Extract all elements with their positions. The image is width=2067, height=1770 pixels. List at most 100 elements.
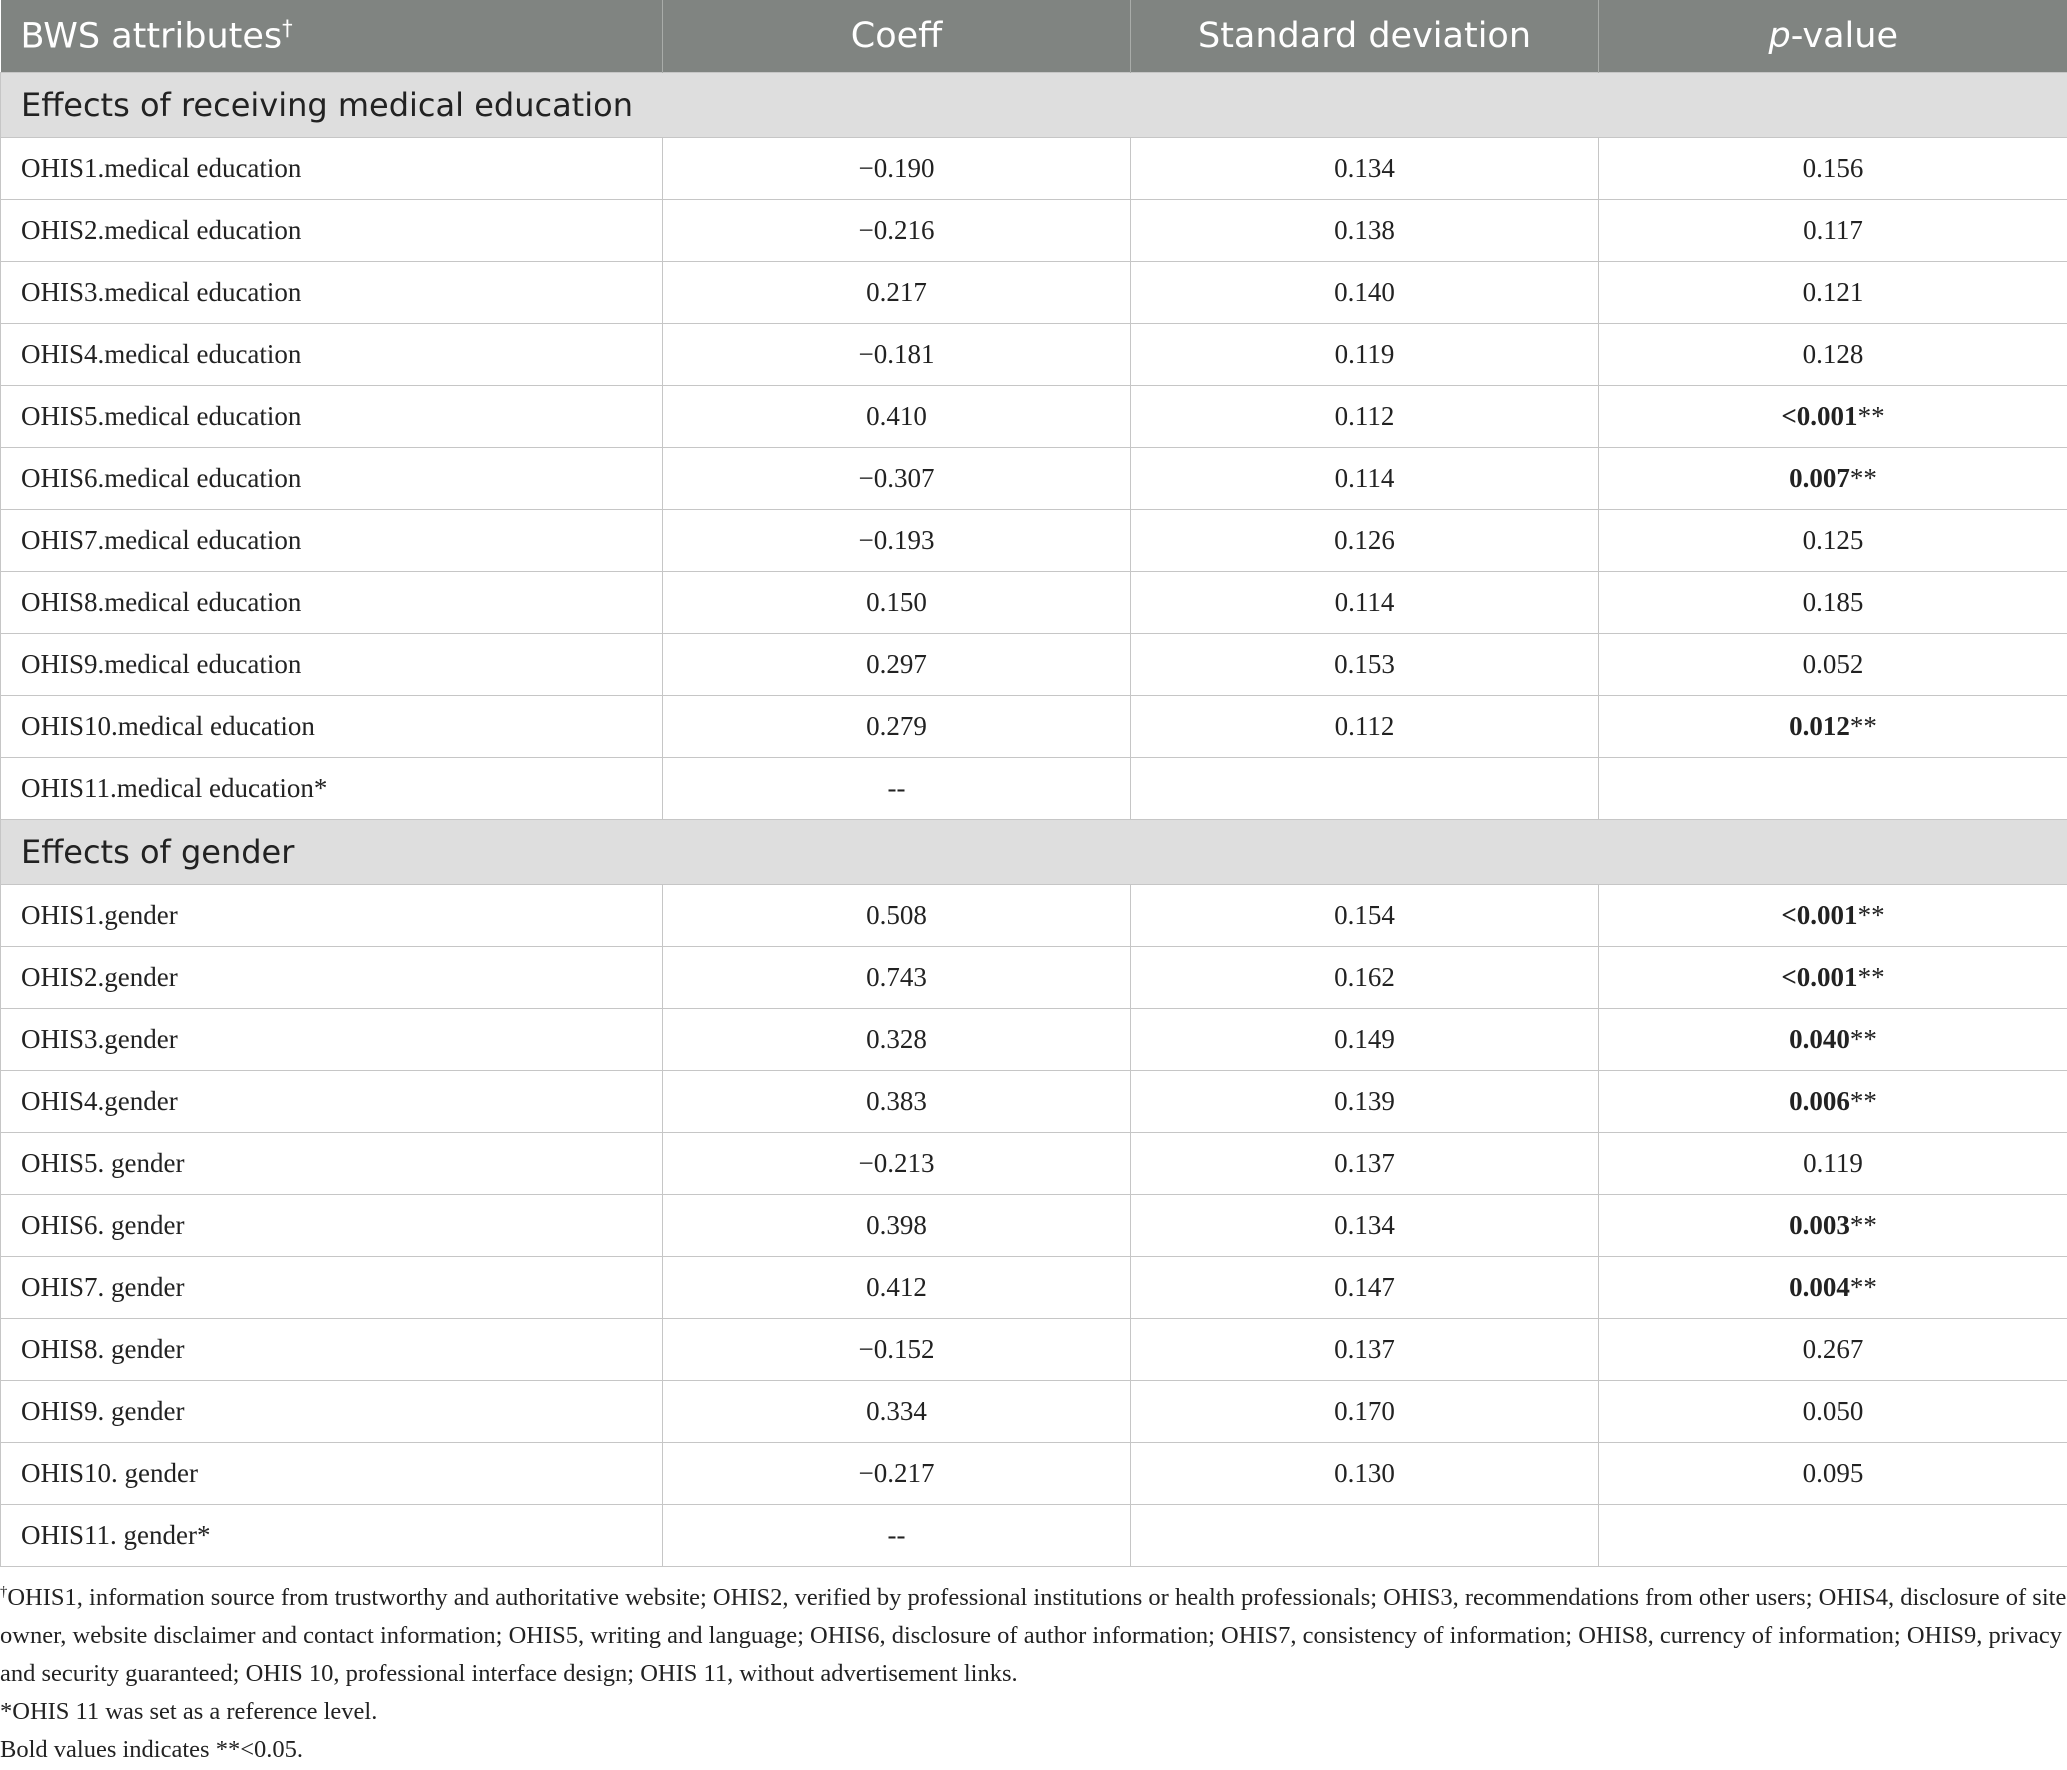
cell-sd: 0.137 <box>1130 1318 1599 1381</box>
section-title: Effects of receiving medical education <box>0 72 2067 138</box>
cell-text: 0.119 <box>1803 1148 1863 1178</box>
section-row: Effects of receiving medical education <box>0 72 2067 138</box>
header-text: Coeff <box>850 16 943 56</box>
cell-p: 0.117 <box>1598 199 2067 262</box>
cell-p <box>1598 757 2067 820</box>
cell-text: <0.001 <box>1781 962 1858 992</box>
cell-text: 0.267 <box>1802 1334 1864 1364</box>
cell-sd: 0.154 <box>1130 884 1599 947</box>
data-row: OHIS1.gender 0.508 0.154 <0.001** <box>0 884 2067 947</box>
cell-text: 0.128 <box>1802 339 1864 369</box>
cell-text: OHIS8. gender <box>21 1334 185 1364</box>
cell-p: 0.012** <box>1598 695 2067 758</box>
cell-coeff: −0.217 <box>662 1442 1131 1505</box>
cell-text: <0.001 <box>1781 900 1858 930</box>
data-row: OHIS2.gender 0.743 0.162 <0.001** <box>0 946 2067 1009</box>
cell-sd <box>1130 757 1599 820</box>
cell-coeff: −0.213 <box>662 1132 1131 1195</box>
cell-p: 0.050 <box>1598 1380 2067 1443</box>
cell-p: <0.001** <box>1598 385 2067 448</box>
cell-attribute: OHIS5. gender <box>0 1132 663 1195</box>
cell-text: OHIS4.gender <box>21 1086 178 1116</box>
cell-text: 0.412 <box>866 1272 927 1302</box>
cell-text: 0.410 <box>866 401 927 431</box>
cell-attribute: OHIS6.medical education <box>0 447 663 510</box>
cell-coeff: 0.217 <box>662 261 1131 324</box>
cell-attribute: OHIS7.medical education <box>0 509 663 572</box>
data-row: OHIS1.medical education −0.190 0.134 0.156 <box>0 137 2067 200</box>
cell-coeff: −0.216 <box>662 199 1131 262</box>
cell-text: 0.134 <box>1334 1210 1395 1240</box>
cell-attribute: OHIS11.medical education* <box>0 757 663 820</box>
cell-text: 0.052 <box>1802 649 1864 679</box>
cell-text: 0.137 <box>1334 1334 1395 1364</box>
cell-p: 0.128 <box>1598 323 2067 386</box>
cell-coeff: 0.743 <box>662 946 1131 1009</box>
cell-text: OHIS11. gender* <box>21 1520 211 1550</box>
cell-sd: 0.162 <box>1130 946 1599 1009</box>
cell-coeff: 0.150 <box>662 571 1131 634</box>
cell-sd: 0.170 <box>1130 1380 1599 1443</box>
cell-text: −0.307 <box>858 463 935 493</box>
cell-attribute: OHIS10.medical education <box>0 695 663 758</box>
cell-attribute: OHIS5.medical education <box>0 385 663 448</box>
cell-text: 0.156 <box>1802 153 1864 183</box>
footnote-text: *OHIS 11 was set as a reference level. <box>0 1698 378 1726</box>
header-text: -value <box>1790 16 1898 56</box>
cell-attribute: OHIS1.medical education <box>0 137 663 200</box>
cell-attribute: OHIS11. gender* <box>0 1504 663 1567</box>
cell-sd: 0.147 <box>1130 1256 1599 1319</box>
cell-text: OHIS1.medical education <box>21 153 302 183</box>
cell-attribute: OHIS3.gender <box>0 1008 663 1071</box>
cell-coeff: −0.152 <box>662 1318 1131 1381</box>
cell-text: −0.181 <box>858 339 935 369</box>
cell-text: 0.162 <box>1334 962 1395 992</box>
cell-coeff: −0.307 <box>662 447 1131 510</box>
cell-sd: 0.112 <box>1130 385 1599 448</box>
cell-sd: 0.114 <box>1130 571 1599 634</box>
cell-sd: 0.114 <box>1130 447 1599 510</box>
cell-text: 0.050 <box>1802 1396 1864 1426</box>
cell-text: −0.193 <box>858 525 935 555</box>
cell-text: 0.150 <box>866 587 927 617</box>
cell-text: OHIS5. gender <box>21 1148 185 1178</box>
cell-text: −0.190 <box>858 153 935 183</box>
significance: ** <box>1849 463 1877 493</box>
cell-text: −0.217 <box>858 1458 935 1488</box>
cell-coeff: −0.193 <box>662 509 1131 572</box>
column-header: BWS attributes† <box>0 0 663 73</box>
cell-text: OHIS7.medical education <box>21 525 302 555</box>
cell-text: OHIS6. gender <box>21 1210 185 1240</box>
cell-text: 0.217 <box>866 277 927 307</box>
cell-p: 0.119 <box>1598 1132 2067 1195</box>
cell-text: 0.279 <box>866 711 927 741</box>
cell-sd: 0.138 <box>1130 199 1599 262</box>
cell-p: 0.267 <box>1598 1318 2067 1381</box>
cell-coeff: 0.383 <box>662 1070 1131 1133</box>
footnotes: †OHIS1, information source from trustwor… <box>0 1567 2067 1769</box>
cell-p: <0.001** <box>1598 946 2067 1009</box>
significance: ** <box>1857 401 1885 431</box>
cell-text: OHIS10.medical education <box>21 711 315 741</box>
cell-attribute: OHIS6. gender <box>0 1194 663 1257</box>
significance: ** <box>1849 711 1877 741</box>
significance: ** <box>1857 900 1885 930</box>
cell-text: 0.112 <box>1334 711 1395 741</box>
column-header: Standard deviation <box>1130 0 1599 73</box>
cell-p: 0.125 <box>1598 509 2067 572</box>
cell-text: OHIS5.medical education <box>21 401 302 431</box>
cell-p: 0.095 <box>1598 1442 2067 1505</box>
data-row: OHIS11.medical education* -- <box>0 757 2067 820</box>
cell-sd: 0.149 <box>1130 1008 1599 1071</box>
cell-text: OHIS9. gender <box>21 1396 185 1426</box>
cell-text: 0.328 <box>866 1024 927 1054</box>
cell-p: 0.185 <box>1598 571 2067 634</box>
data-row: OHIS3.gender 0.328 0.149 0.040** <box>0 1008 2067 1071</box>
section-title: Effects of gender <box>0 819 2067 885</box>
cell-text: 0.383 <box>866 1086 927 1116</box>
cell-p: 0.121 <box>1598 261 2067 324</box>
cell-p: 0.006** <box>1598 1070 2067 1133</box>
cell-text: OHIS6.medical education <box>21 463 302 493</box>
cell-sd <box>1130 1504 1599 1567</box>
